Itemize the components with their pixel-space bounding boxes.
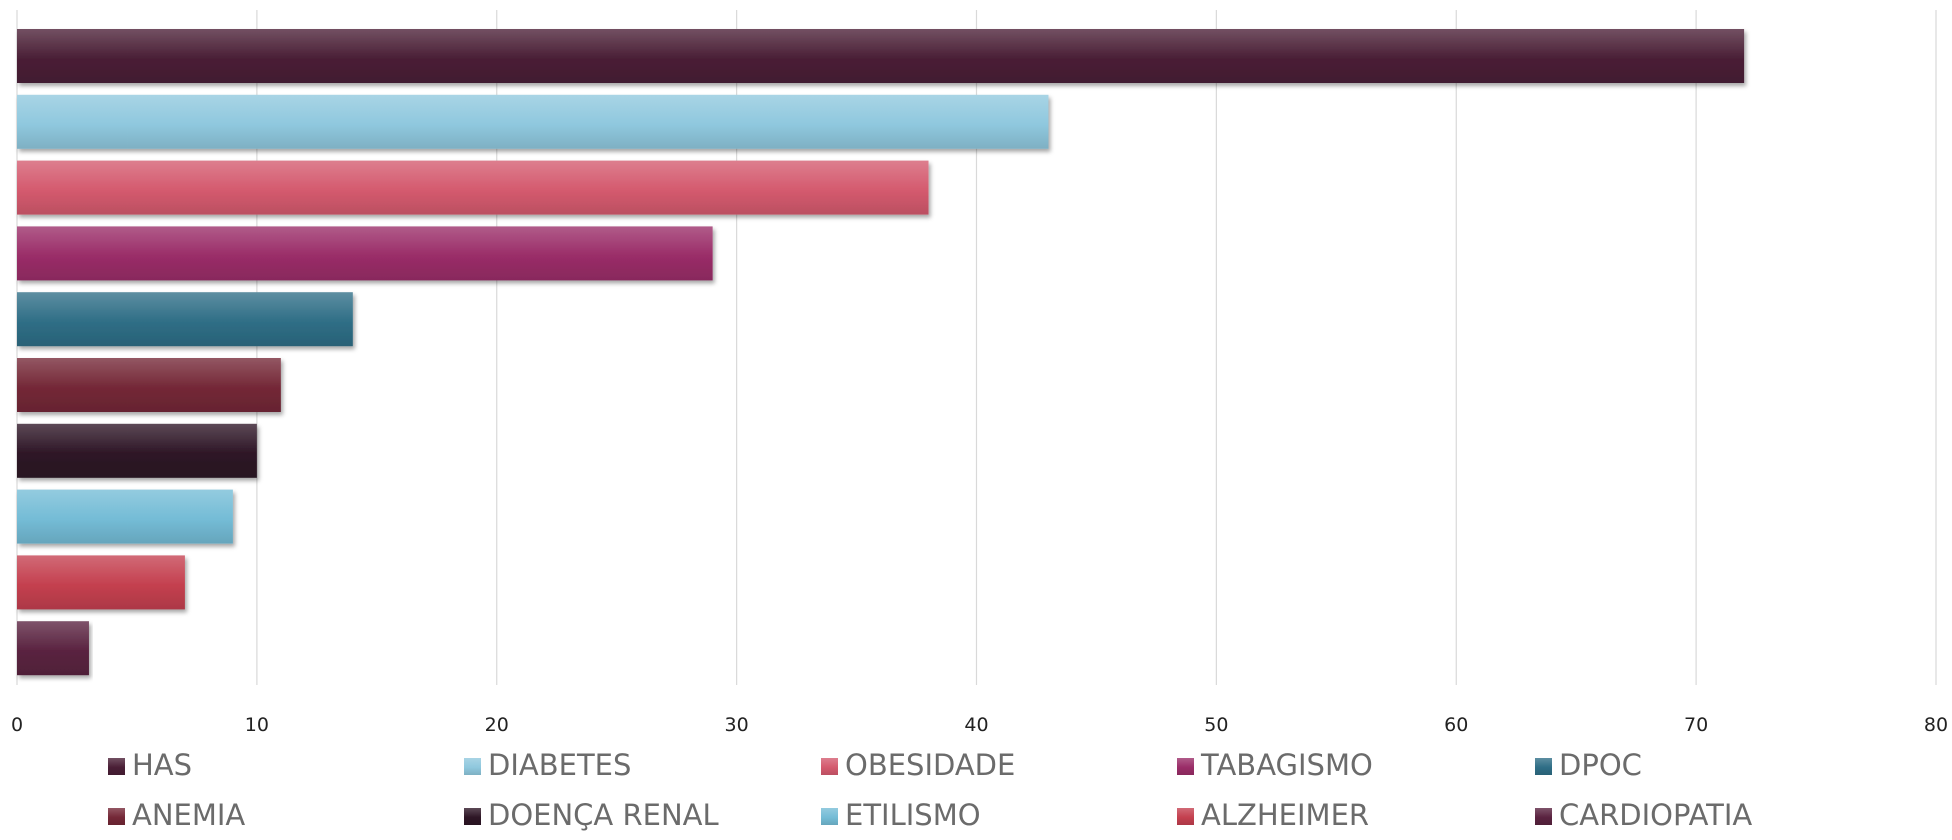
x-tick-label-20: 20	[485, 714, 509, 736]
legend-label-has: HAS	[132, 748, 192, 782]
bar-dpoc	[17, 292, 353, 347]
x-tick-label-30: 30	[725, 714, 749, 736]
legend-label-doen-a-renal: DOENÇA RENAL	[488, 798, 719, 832]
bars	[17, 29, 1745, 676]
bar-diabetes	[17, 94, 1049, 149]
x-tick-label-70: 70	[1684, 714, 1708, 736]
legend-swatch-obesidade	[821, 758, 838, 775]
x-tick-label-50: 50	[1204, 714, 1228, 736]
x-axis-ticks: 0 10 20 30 40 50 60 70 80	[11, 714, 1948, 736]
x-tick-label-40: 40	[964, 714, 988, 736]
legend-label-tabagismo: TABAGISMO	[1200, 748, 1373, 782]
legend-swatch-doen-a-renal	[464, 808, 481, 825]
legend-swatch-has	[108, 758, 125, 775]
legend-label-diabetes: DIABETES	[488, 748, 631, 782]
x-tick-label-10: 10	[245, 714, 269, 736]
bar-has	[17, 29, 1745, 83]
legend-label-etilismo: ETILISMO	[845, 798, 981, 832]
bar-cardiopatia	[17, 621, 89, 676]
legend-label-cardiopatia: CARDIOPATIA	[1559, 798, 1752, 832]
legend-swatch-cardiopatia	[1535, 808, 1552, 825]
legend-swatch-dpoc	[1535, 758, 1552, 775]
bar-alzheimer	[17, 555, 185, 610]
bar-doen-a-renal	[17, 423, 257, 478]
legend-swatch-alzheimer	[1177, 808, 1194, 825]
legend-swatch-tabagismo	[1177, 758, 1194, 775]
legend-swatch-anemia	[108, 808, 125, 825]
legend-label-alzheimer: ALZHEIMER	[1201, 798, 1369, 832]
x-tick-label-80: 80	[1924, 714, 1948, 736]
legend-label-anemia: ANEMIA	[132, 798, 245, 832]
bar-tabagismo	[17, 226, 713, 281]
bar-obesidade	[17, 160, 929, 215]
legend: HAS DIABETES OBESIDADE TABAGISMO DPOC ANEMIA D…	[108, 748, 1752, 832]
x-tick-label-0: 0	[11, 714, 23, 736]
x-tick-label-60: 60	[1444, 714, 1468, 736]
legend-label-dpoc: DPOC	[1559, 748, 1642, 782]
legend-label-obesidade: OBESIDADE	[845, 748, 1015, 782]
bar-etilismo	[17, 489, 233, 544]
legend-swatch-diabetes	[464, 758, 481, 775]
legend-swatch-etilismo	[821, 808, 838, 825]
bar-anemia	[17, 358, 281, 412]
